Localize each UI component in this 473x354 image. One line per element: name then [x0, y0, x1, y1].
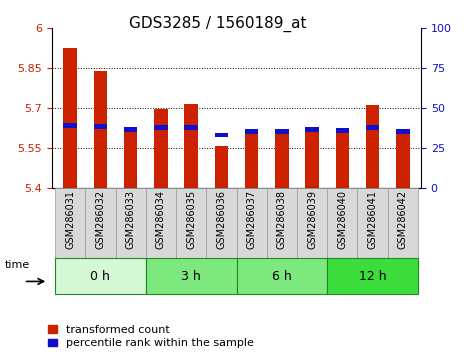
- Bar: [154, 109, 168, 188]
- Bar: [327, 188, 358, 258]
- Text: GDS3285 / 1560189_at: GDS3285 / 1560189_at: [129, 16, 307, 32]
- Text: GSM286037: GSM286037: [246, 190, 257, 249]
- Bar: [396, 129, 410, 134]
- Bar: [215, 133, 228, 137]
- Bar: [245, 129, 258, 188]
- Bar: [396, 131, 410, 188]
- Bar: [146, 188, 176, 258]
- Bar: [267, 188, 297, 258]
- Text: 0 h: 0 h: [90, 270, 110, 282]
- Bar: [206, 188, 236, 258]
- Bar: [176, 188, 206, 258]
- Text: GSM286042: GSM286042: [398, 190, 408, 249]
- Bar: [184, 126, 198, 130]
- Bar: [124, 128, 138, 188]
- Text: GSM286038: GSM286038: [277, 190, 287, 249]
- Text: GSM286032: GSM286032: [96, 190, 105, 249]
- Bar: [275, 131, 289, 188]
- Bar: [366, 105, 379, 188]
- Bar: [115, 188, 146, 258]
- Text: 3 h: 3 h: [181, 270, 201, 282]
- Text: time: time: [5, 261, 30, 270]
- Bar: [327, 258, 418, 294]
- Bar: [184, 104, 198, 188]
- Bar: [146, 258, 236, 294]
- Bar: [94, 124, 107, 129]
- Text: GSM286039: GSM286039: [307, 190, 317, 249]
- Bar: [154, 126, 168, 130]
- Bar: [335, 128, 349, 133]
- Bar: [215, 147, 228, 188]
- Text: 6 h: 6 h: [272, 270, 292, 282]
- Text: 12 h: 12 h: [359, 270, 386, 282]
- Bar: [85, 188, 115, 258]
- Text: GSM286033: GSM286033: [126, 190, 136, 249]
- Bar: [245, 130, 258, 134]
- Text: GSM286036: GSM286036: [216, 190, 227, 249]
- Bar: [236, 258, 327, 294]
- Bar: [358, 188, 388, 258]
- Text: GSM286035: GSM286035: [186, 190, 196, 249]
- Bar: [275, 129, 289, 134]
- Bar: [366, 126, 379, 130]
- Bar: [236, 188, 267, 258]
- Bar: [388, 188, 418, 258]
- Bar: [297, 188, 327, 258]
- Bar: [335, 129, 349, 188]
- Bar: [63, 123, 77, 128]
- Text: GSM286040: GSM286040: [337, 190, 347, 249]
- Bar: [305, 128, 319, 188]
- Text: GSM286034: GSM286034: [156, 190, 166, 249]
- Bar: [305, 127, 319, 132]
- Bar: [55, 188, 85, 258]
- Text: GSM286031: GSM286031: [65, 190, 75, 249]
- Legend: transformed count, percentile rank within the sample: transformed count, percentile rank withi…: [48, 325, 254, 348]
- Text: GSM286041: GSM286041: [368, 190, 377, 249]
- Bar: [63, 48, 77, 188]
- Bar: [94, 71, 107, 188]
- Bar: [124, 127, 138, 132]
- Bar: [55, 258, 146, 294]
